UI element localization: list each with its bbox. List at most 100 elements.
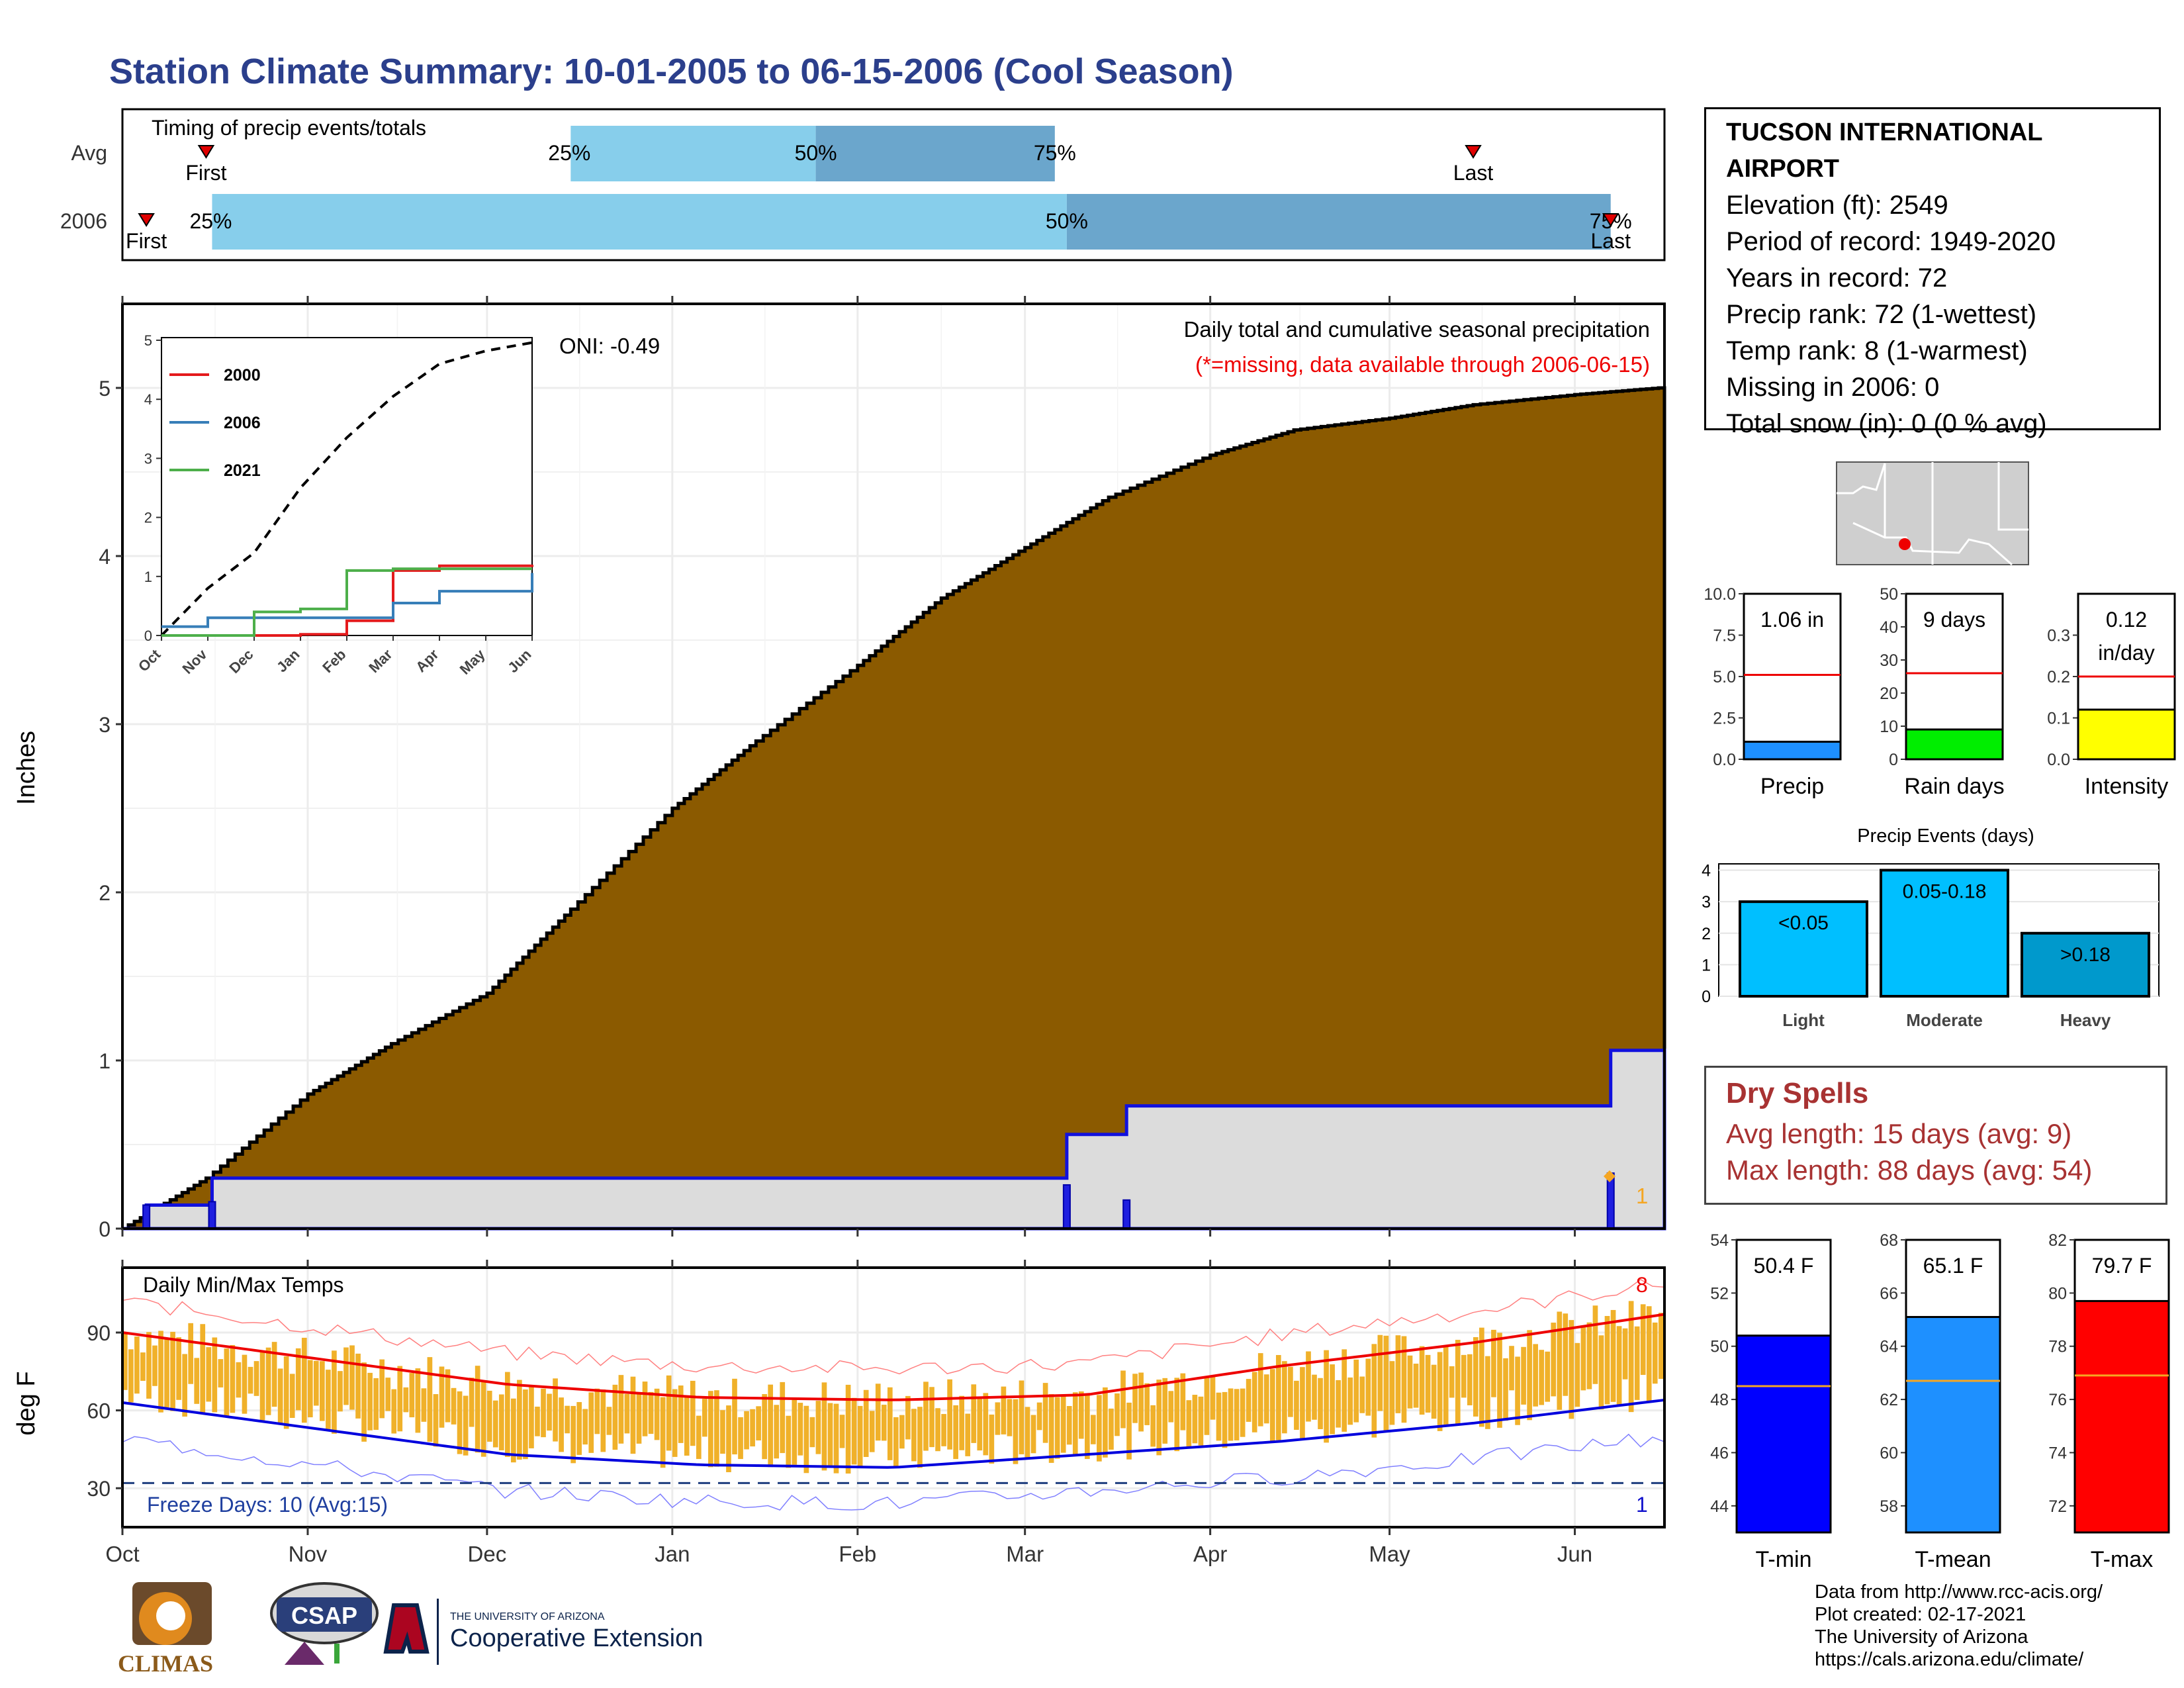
daily-temp-bar xyxy=(953,1405,958,1460)
event-bar-label: >0.18 xyxy=(2060,944,2111,966)
daily-temp-bar xyxy=(1336,1380,1341,1428)
mini-tick-label: 0.0 xyxy=(2047,751,2070,769)
station-temp-rank: Temp rank: 8 (1-warmest) xyxy=(1726,336,2028,365)
mini-tick-label: 80 xyxy=(2048,1284,2067,1303)
daily-temp-bar xyxy=(917,1407,923,1468)
daily-temp-bar xyxy=(1115,1393,1120,1436)
daily-temp-bar xyxy=(1275,1354,1281,1440)
mini-tick-label: 82 xyxy=(2048,1231,2067,1250)
station-missing: Missing in 2006: 0 xyxy=(1726,373,1940,402)
temp-count-top: 8 xyxy=(1636,1273,1648,1297)
mini-tick-label: 62 xyxy=(1880,1391,1898,1409)
daily-temp-bar xyxy=(582,1409,588,1445)
daily-temp-bar xyxy=(1461,1354,1467,1398)
daily-temp-bar xyxy=(313,1360,319,1406)
event-category-label: Heavy xyxy=(2060,1010,2111,1030)
daily-temp-bar xyxy=(1658,1313,1664,1380)
daily-temp-bar xyxy=(559,1397,564,1452)
Precip-value-label: 1.06 in xyxy=(1760,608,1824,632)
daily-temp-bar xyxy=(929,1387,934,1448)
mini-tick-label: 0.1 xyxy=(2047,710,2070,728)
mini-tick-label: 30 xyxy=(1880,651,1898,670)
daily-temp-bar xyxy=(415,1368,421,1433)
daily-temp-bar xyxy=(1234,1389,1240,1440)
daily-temp-bar xyxy=(618,1375,624,1444)
Intensity-value-label2: in/day xyxy=(2098,641,2154,665)
daily-temp-bar xyxy=(1401,1336,1407,1423)
daily-temp-bar xyxy=(756,1406,761,1440)
daily-temp-bar xyxy=(146,1332,152,1399)
daily-temp-bar xyxy=(492,1400,498,1448)
daily-temp-bar xyxy=(1042,1383,1048,1443)
daily-temp-bar xyxy=(1347,1377,1353,1425)
Precip-name: Precip xyxy=(1760,774,1824,799)
credit-university: The University of Arizona xyxy=(1815,1626,2028,1648)
daily-temp-bar xyxy=(248,1366,253,1394)
daily-temp-bar xyxy=(1330,1364,1335,1434)
daily-temp-bar xyxy=(1383,1335,1389,1431)
mini-tick-label: 50 xyxy=(1710,1338,1729,1356)
Intensity-name: Intensity xyxy=(2085,774,2169,799)
daily-temp-bar xyxy=(588,1392,594,1453)
climas-logo-text: CLIMAS xyxy=(118,1650,213,1677)
daily-temp-bar xyxy=(594,1388,600,1434)
daily-temp-bar xyxy=(1622,1328,1628,1380)
precip-panel-frame xyxy=(121,303,1666,1230)
daily-temp-bar xyxy=(445,1369,451,1423)
event-category-label: Moderate xyxy=(1906,1010,1983,1030)
station-map xyxy=(1836,461,2029,566)
daily-temp-bar xyxy=(224,1348,230,1416)
daily-temp-bar xyxy=(553,1378,558,1442)
daily-temp-bar xyxy=(875,1383,881,1441)
daily-temp-bar xyxy=(624,1393,630,1434)
daily-temp-bar xyxy=(1120,1370,1126,1429)
temp-summary-bars: 44 46 48 50 52 54 50.4 F T-min 58 60 62 64 66 68 65.1 … xyxy=(1710,1231,2170,1572)
record-low-line xyxy=(122,1433,1665,1511)
chart-title: Station Climate Summary: 10-01-2005 to 0… xyxy=(109,52,1234,91)
event-bar-heavy xyxy=(2021,931,2150,998)
daily-temp-bar xyxy=(1413,1364,1419,1408)
y-tick-label: 2 xyxy=(99,881,111,905)
daily-temp-bar xyxy=(744,1411,749,1450)
freeze-days-label: Freeze Days: 10 (Avg:15) xyxy=(147,1493,388,1517)
university-of-arizona-logo: THE UNIVERSITY OF ARIZONA Cooperative Ex… xyxy=(383,1599,703,1665)
temp-count-bottom: 1 xyxy=(1636,1493,1648,1517)
daily-temp-bar xyxy=(397,1366,403,1432)
daily-temp-bar xyxy=(1204,1377,1210,1435)
daily-temp-bar xyxy=(463,1395,469,1456)
daily-temp-bar xyxy=(941,1414,946,1446)
daily-temp-bar xyxy=(128,1349,134,1403)
station-location-dot xyxy=(1899,538,1911,550)
daily-temp-bar xyxy=(355,1353,361,1419)
daily-temp-bar xyxy=(439,1366,445,1428)
daily-temp-bar xyxy=(1294,1380,1299,1430)
daily-temp-bar xyxy=(678,1385,684,1443)
event-bar-label: 0.05-0.18 xyxy=(1903,881,1987,903)
daily-temp-bar xyxy=(1539,1350,1545,1405)
daily-temp-bar xyxy=(1132,1374,1138,1423)
daily-temp-bar xyxy=(1210,1375,1216,1420)
daily-temp-bar xyxy=(1473,1336,1479,1417)
timing-label-75: 75% xyxy=(1034,141,1076,165)
daily-temp-bar xyxy=(786,1415,792,1468)
current-year-area xyxy=(122,1049,1666,1231)
mini-tick-label: 20 xyxy=(1880,684,1898,703)
daily-temp-bar xyxy=(1150,1405,1156,1447)
inset-legend-label: 2021 xyxy=(224,461,261,480)
daily-temp-bar xyxy=(1066,1406,1072,1445)
mini-tick-label: 60 xyxy=(1880,1444,1898,1462)
timing-bar-50-75 xyxy=(815,126,1055,181)
daily-temp-bar xyxy=(529,1386,534,1448)
avg-min-line xyxy=(122,1398,1665,1469)
daily-temp-bar xyxy=(1604,1316,1610,1405)
daily-temp-bar xyxy=(1019,1380,1024,1454)
T-min-name: T-min xyxy=(1756,1547,1812,1572)
timing-rows: Avg25%50%75%FirstLast200625%50%75%FirstL… xyxy=(60,126,1632,253)
Rain days-value-label: 9 days xyxy=(1923,608,1985,632)
daily-temp-bar xyxy=(1395,1335,1401,1413)
daily-temp-bar xyxy=(792,1399,797,1465)
daily-temp-bar xyxy=(253,1361,259,1396)
event-category-label: Light xyxy=(1782,1010,1825,1030)
daily-precip-bar xyxy=(208,1201,216,1229)
daily-temp-bar xyxy=(1353,1359,1359,1423)
